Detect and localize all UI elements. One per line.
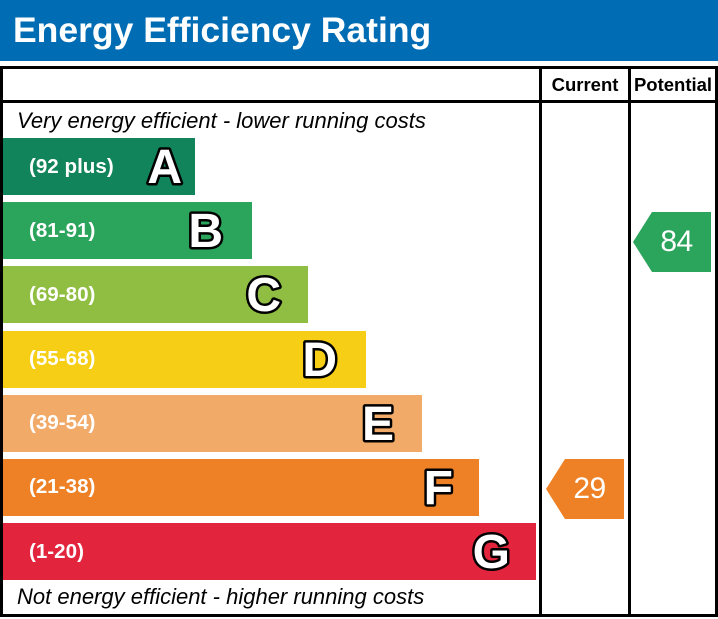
current-rating-arrow-shape bbox=[546, 459, 624, 520]
band-bar-d: (55-68) D bbox=[3, 330, 366, 388]
current-rating-arrow: 29 bbox=[546, 459, 624, 520]
band-letter-c: C bbox=[246, 269, 281, 322]
band-range-label: (21-38) bbox=[29, 475, 96, 499]
column-divider-potential bbox=[628, 66, 631, 617]
current-rating-arrow-value: 29 bbox=[573, 472, 606, 506]
column-header-potential: Potential bbox=[633, 73, 713, 95]
band-bar-c: (69-80) C bbox=[3, 266, 308, 324]
rating-table-frame bbox=[0, 66, 718, 617]
band-range-label: (39-54) bbox=[29, 411, 96, 435]
band-letter-g: G bbox=[473, 526, 510, 579]
potential-rating-arrow-value: 84 bbox=[660, 225, 693, 259]
band-range-label: (1-20) bbox=[29, 539, 84, 563]
title-bar: Energy Efficiency Rating bbox=[0, 0, 718, 61]
band-letter-b: B bbox=[188, 205, 223, 258]
band-letter-f: F bbox=[423, 462, 452, 515]
band-range-label: (81-91) bbox=[29, 218, 96, 242]
band-bar-b: (81-91) B bbox=[3, 202, 252, 260]
band-letter-d: D bbox=[302, 334, 337, 387]
note-not-efficient: Not energy efficient - higher running co… bbox=[17, 584, 425, 609]
band-bar-e: (39-54) E bbox=[3, 394, 422, 452]
column-divider-current bbox=[539, 66, 542, 617]
band-letter-e: E bbox=[362, 398, 394, 451]
column-header-current: Current bbox=[551, 73, 619, 95]
band-range-label: (92 plus) bbox=[29, 154, 114, 178]
band-letter-a: A bbox=[147, 141, 182, 194]
band-bar-g: (1-20) G bbox=[3, 523, 536, 581]
potential-rating-arrow-shape bbox=[633, 212, 711, 273]
page-title: Energy Efficiency Rating bbox=[13, 10, 432, 50]
band-range-label: (55-68) bbox=[29, 347, 96, 370]
potential-rating-arrow: 84 bbox=[633, 212, 711, 273]
band-range-label: (69-80) bbox=[29, 282, 96, 306]
band-bar-f: (21-38) F bbox=[3, 458, 479, 516]
band-bar-a: (92 plus) A bbox=[3, 138, 195, 195]
note-very-efficient: Very energy efficient - lower running co… bbox=[17, 107, 426, 133]
header-row-divider bbox=[0, 100, 718, 103]
